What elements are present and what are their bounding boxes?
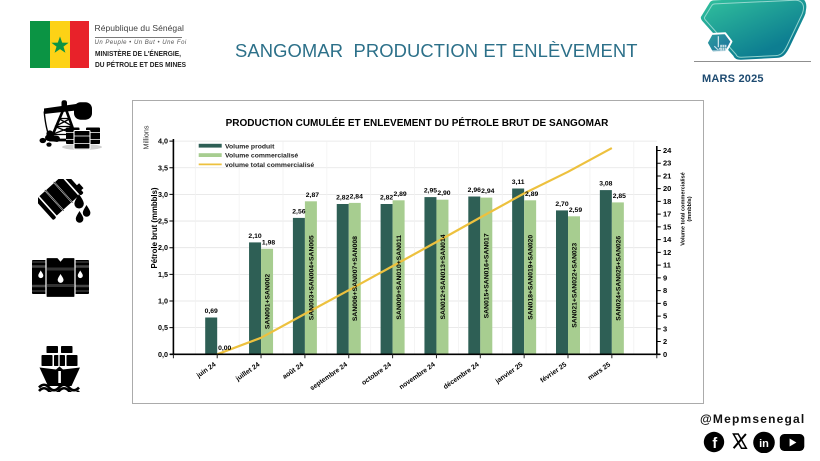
svg-text:(mmbbls): (mmbbls) xyxy=(687,196,693,221)
svg-text:21: 21 xyxy=(663,171,671,180)
svg-text:3: 3 xyxy=(663,324,667,333)
svg-text:2,89: 2,89 xyxy=(525,191,538,198)
svg-text:2,70: 2,70 xyxy=(555,201,568,208)
svg-text:volume total commercialisé: volume total commercialisé xyxy=(225,162,314,169)
svg-text:juillet 24: juillet 24 xyxy=(234,361,261,383)
svg-text:SAN021+SAN022+SAN023: SAN021+SAN022+SAN023 xyxy=(571,243,578,328)
svg-text:15: 15 xyxy=(663,222,671,231)
svg-text:6: 6 xyxy=(663,299,667,308)
svg-text:3,5: 3,5 xyxy=(158,163,168,172)
svg-text:SAN024+SAN025+SAN026: SAN024+SAN025+SAN026 xyxy=(615,236,622,321)
svg-text:2,10: 2,10 xyxy=(248,233,261,240)
svg-text:17: 17 xyxy=(663,210,671,219)
svg-text:5: 5 xyxy=(663,312,667,321)
svg-text:0: 0 xyxy=(663,350,667,359)
svg-text:3,08: 3,08 xyxy=(599,181,612,188)
svg-text:2,95: 2,95 xyxy=(424,188,437,195)
svg-text:20: 20 xyxy=(663,184,671,193)
svg-text:0,69: 0,69 xyxy=(205,308,218,315)
svg-text:8: 8 xyxy=(663,286,667,295)
svg-text:septembre 24: septembre 24 xyxy=(309,361,349,392)
svg-text:Volume commercialisé: Volume commercialisé xyxy=(225,153,298,160)
svg-text:2,85: 2,85 xyxy=(613,193,626,200)
svg-text:2,90: 2,90 xyxy=(437,190,450,197)
svg-text:2,87: 2,87 xyxy=(306,192,319,199)
svg-text:14: 14 xyxy=(663,235,672,244)
svg-text:3,11: 3,11 xyxy=(512,179,525,186)
svg-text:2,82: 2,82 xyxy=(380,195,393,202)
svg-text:2,96: 2,96 xyxy=(468,187,481,194)
svg-text:1,98: 1,98 xyxy=(262,239,275,246)
svg-text:24: 24 xyxy=(663,146,672,155)
svg-text:1,5: 1,5 xyxy=(158,270,168,279)
svg-text:2: 2 xyxy=(663,337,667,346)
svg-text:9: 9 xyxy=(663,273,667,282)
svg-text:SAN012+SAN013+SAN014: SAN012+SAN013+SAN014 xyxy=(440,234,447,319)
svg-text:in: in xyxy=(759,438,769,450)
svg-text:f: f xyxy=(712,436,717,452)
svg-text:4,0: 4,0 xyxy=(158,137,168,146)
svg-text:18: 18 xyxy=(663,197,671,206)
svg-text:SAN006+SAN007+SAN008: SAN006+SAN007+SAN008 xyxy=(352,236,359,321)
svg-text:23: 23 xyxy=(663,159,671,168)
svg-text:SAN009+SAN010+SAN011: SAN009+SAN010+SAN011 xyxy=(396,235,403,320)
svg-text:2,94: 2,94 xyxy=(481,188,494,195)
svg-text:décembre 24: décembre 24 xyxy=(442,361,480,391)
svg-text:novembre 24: novembre 24 xyxy=(398,361,437,391)
svg-text:2,0: 2,0 xyxy=(158,243,168,252)
svg-text:12: 12 xyxy=(663,248,671,257)
svg-text:2,5: 2,5 xyxy=(158,217,168,226)
svg-text:SAN015+SAN016+SAN017: SAN015+SAN016+SAN017 xyxy=(484,233,491,318)
svg-text:11: 11 xyxy=(663,261,671,270)
svg-text:juin 24: juin 24 xyxy=(195,361,218,380)
svg-text:août 24: août 24 xyxy=(282,361,306,381)
svg-text:octobre 24: octobre 24 xyxy=(361,361,393,387)
svg-text:2,82: 2,82 xyxy=(336,195,349,202)
svg-text:SAN001+SAN002: SAN001+SAN002 xyxy=(265,274,272,330)
svg-text:2,59: 2,59 xyxy=(569,207,582,214)
svg-text:février 25: février 25 xyxy=(539,361,568,384)
svg-text:0,0: 0,0 xyxy=(158,350,168,359)
svg-text:Millions: Millions xyxy=(142,125,151,149)
svg-text:SAN018+SAN019+SAN020: SAN018+SAN019+SAN020 xyxy=(528,235,535,320)
svg-text:SAN003+SAN004+SAN005: SAN003+SAN004+SAN005 xyxy=(308,235,315,320)
svg-text:3,0: 3,0 xyxy=(158,190,168,199)
svg-text:0,00: 0,00 xyxy=(218,345,231,352)
svg-text:PRODUCTION CUMULÉE ET ENLEVEME: PRODUCTION CUMULÉE ET ENLEVEMENT DU PÉTR… xyxy=(226,116,610,129)
svg-text:mars 25: mars 25 xyxy=(587,361,612,382)
svg-text:Volume total commercialisé: Volume total commercialisé xyxy=(681,172,687,246)
svg-text:2,84: 2,84 xyxy=(350,193,363,200)
svg-text:Pétrole brut (mmbbls): Pétrole brut (mmbbls) xyxy=(150,187,159,268)
svg-text:1,0: 1,0 xyxy=(158,297,168,306)
svg-text:Volume produit: Volume produit xyxy=(225,143,275,150)
svg-text:0,5: 0,5 xyxy=(158,323,168,332)
svg-text:2,89: 2,89 xyxy=(393,191,406,198)
svg-text:janvier 25: janvier 25 xyxy=(494,361,525,385)
svg-text:2,56: 2,56 xyxy=(292,208,305,215)
